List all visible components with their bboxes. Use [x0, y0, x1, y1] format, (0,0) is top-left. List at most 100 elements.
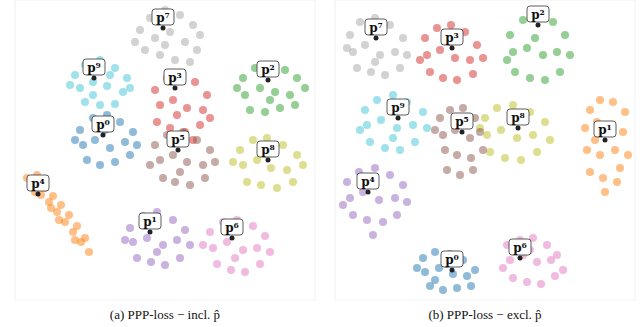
- point: [103, 82, 111, 90]
- point: [506, 31, 514, 39]
- point: [161, 41, 169, 49]
- point: [533, 258, 541, 266]
- point: [176, 168, 184, 176]
- caption: (b) PPP-loss − excl. p̂: [428, 307, 541, 322]
- label-box: [139, 213, 161, 229]
- point: [129, 238, 137, 246]
- point: [81, 98, 89, 106]
- prototype-label: p²: [531, 8, 545, 22]
- label-box: [509, 239, 531, 255]
- point: [71, 71, 79, 79]
- point: [609, 98, 617, 106]
- point: [249, 222, 257, 230]
- point: [469, 70, 477, 78]
- point: [193, 136, 201, 144]
- point: [166, 28, 174, 36]
- prototype-label: p⁴: [31, 177, 45, 191]
- point: [201, 174, 209, 182]
- point: [503, 56, 511, 64]
- label-box: [365, 19, 387, 35]
- point: [431, 248, 439, 256]
- point: [553, 48, 561, 56]
- point: [73, 222, 81, 230]
- point: [156, 101, 164, 109]
- point: [375, 196, 383, 204]
- point: [453, 151, 461, 159]
- point: [151, 141, 159, 149]
- point: [131, 38, 139, 46]
- point: [361, 41, 369, 49]
- point: [431, 126, 439, 134]
- point: [199, 106, 207, 114]
- point: [367, 68, 375, 76]
- prototype-label: p⁸: [511, 111, 525, 125]
- point: [253, 244, 261, 252]
- point: [129, 128, 137, 136]
- point: [241, 91, 249, 99]
- cluster: [146, 128, 219, 189]
- point: [286, 91, 294, 99]
- point: [403, 198, 411, 206]
- prototype: [366, 190, 371, 195]
- point: [191, 78, 199, 86]
- prototype-label: p⁴: [361, 175, 375, 189]
- point: [267, 164, 275, 172]
- point: [479, 54, 487, 62]
- point: [173, 236, 181, 244]
- point: [481, 114, 489, 122]
- label-box: [357, 173, 379, 189]
- prototype: [450, 46, 455, 51]
- point: [159, 174, 167, 182]
- marks: [339, 11, 632, 294]
- point: [96, 101, 104, 109]
- point: [91, 136, 99, 144]
- label-box: [27, 175, 49, 191]
- marks: [23, 6, 309, 276]
- label-box: [527, 6, 549, 22]
- point: [456, 171, 464, 179]
- point: [273, 184, 281, 192]
- point: [343, 178, 351, 186]
- prototype-label: p⁷: [369, 21, 383, 35]
- point: [106, 71, 114, 79]
- prototype-label: p⁶: [513, 241, 527, 255]
- caption: (a) PPP-loss − incl. p̂: [110, 307, 220, 322]
- point: [291, 101, 299, 109]
- point: [391, 48, 399, 56]
- panel: p⁷p³p²p⁹p⁸p⁵p¹p⁴p⁰p⁶: [335, 0, 635, 300]
- point: [249, 136, 257, 144]
- prototype: [176, 148, 181, 153]
- point: [421, 34, 429, 42]
- point: [211, 158, 219, 166]
- point: [559, 266, 567, 274]
- point: [111, 64, 119, 72]
- prototype-label: p⁸: [261, 143, 275, 157]
- prototype: [518, 256, 523, 261]
- point: [153, 118, 161, 126]
- panel: p⁷p⁹p³p²p⁰p⁵p⁸p⁴p¹p⁶: [15, 0, 315, 300]
- point: [81, 234, 89, 242]
- point: [85, 248, 93, 256]
- cluster: [499, 234, 567, 288]
- point: [276, 104, 284, 112]
- point: [171, 56, 179, 64]
- point: [153, 248, 161, 256]
- point: [289, 178, 297, 186]
- point: [466, 134, 474, 142]
- label-box: [152, 9, 174, 25]
- point: [71, 236, 79, 244]
- point: [431, 276, 439, 284]
- prototype-label: p³: [168, 71, 182, 85]
- point: [541, 76, 549, 84]
- point: [126, 224, 134, 232]
- point: [443, 166, 451, 174]
- prototype-label: p⁵: [455, 115, 469, 129]
- cluster: [431, 104, 487, 179]
- point: [136, 26, 144, 34]
- cluster: [356, 91, 431, 154]
- point: [467, 282, 475, 290]
- point: [611, 146, 619, 154]
- prototype: [450, 268, 455, 273]
- point: [123, 74, 131, 82]
- point: [416, 56, 424, 64]
